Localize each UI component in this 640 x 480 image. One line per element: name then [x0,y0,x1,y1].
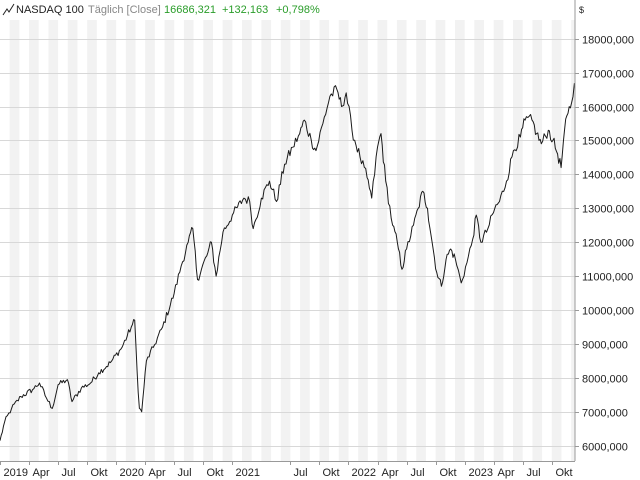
y-tick-label: 6000,000 [582,442,628,454]
symbol-label: NASDAQ 100 [16,4,84,16]
y-tick-label: 8000,000 [582,374,628,386]
month-band [87,20,97,461]
month-band [338,20,349,461]
grid-lines [0,39,575,447]
month-band [145,20,155,461]
month-band [106,20,117,461]
month-band [319,20,330,461]
month-band [513,20,523,461]
month-band [474,20,485,461]
change-percent: +0,798% [276,4,320,16]
x-tick-label: 2022 [352,467,376,479]
month-band [396,20,407,461]
x-tick-label: Apr [149,467,166,479]
month-band [222,20,233,461]
y-tick-label: 18000,000 [582,35,634,47]
y-tick-label: 17000,000 [582,69,634,81]
price-plot [0,83,575,441]
x-tick-label: 2019 [4,467,28,479]
month-band [48,20,59,461]
price-line [0,83,575,441]
y-axis: 6000,000 7000,000 8000,000 9000,000 10000,00… [574,0,634,461]
month-band [532,20,543,461]
x-tick-label: Okt [91,467,108,479]
currency-label: $ [579,5,584,15]
x-tick-label: Apr [382,467,399,479]
month-band [29,20,39,461]
y-tick-label: 10000,000 [582,306,634,318]
month-band [571,20,575,461]
y-tick-label: 12000,000 [582,238,634,250]
month-band [242,20,252,461]
x-tick-label: 2023 [469,467,493,479]
month-band [300,20,310,461]
x-tick-label: Jul [62,467,76,479]
y-tick-label: 16000,000 [582,103,634,115]
change-value: +132,163 [222,4,268,16]
y-tick-label: 14000,000 [582,170,634,182]
x-tick-label: Jul [411,467,425,479]
month-band [125,20,136,461]
month-band [493,20,504,461]
x-tick-label: Apr [498,467,515,479]
x-tick-label: 2021 [236,467,260,479]
month-band [203,20,213,461]
time-bands [9,20,575,461]
month-band [358,20,368,461]
x-tick-label: Jul [178,467,192,479]
y-tick-label: 9000,000 [582,340,628,352]
month-band [67,20,78,461]
y-tick-label: 7000,000 [582,408,628,420]
month-band [454,20,465,461]
month-band [261,20,272,461]
month-band [551,20,562,461]
month-band [164,20,175,461]
y-tick-label: 15000,000 [582,136,634,148]
chart-type-icon [2,3,15,16]
chart-header: NASDAQ 100 Täglich [Close] 16686,321 +13… [2,3,584,16]
interval-label: Täglich [Close] [88,4,161,16]
x-tick-label: Okt [207,467,224,479]
month-band [416,20,426,461]
x-tick-label: Apr [33,467,50,479]
month-band [9,20,20,461]
x-tick-label: 2020 [120,467,144,479]
month-band [435,20,446,461]
x-tick-label: Jul [527,467,541,479]
y-tick-label: 13000,000 [582,204,634,216]
x-tick-label: Okt [440,467,457,479]
x-tick-label: Jul [294,467,308,479]
month-band [377,20,388,461]
x-tick-label: Okt [323,467,340,479]
y-tick-label: 11000,000 [582,272,633,284]
month-band [280,20,291,461]
last-price: 16686,321 [164,4,216,16]
x-axis: 2019 Apr Jul Okt 2020 Apr Jul Okt 2021 Jul Okt 2022… [0,461,575,479]
x-tick-label: Okt [556,467,573,479]
